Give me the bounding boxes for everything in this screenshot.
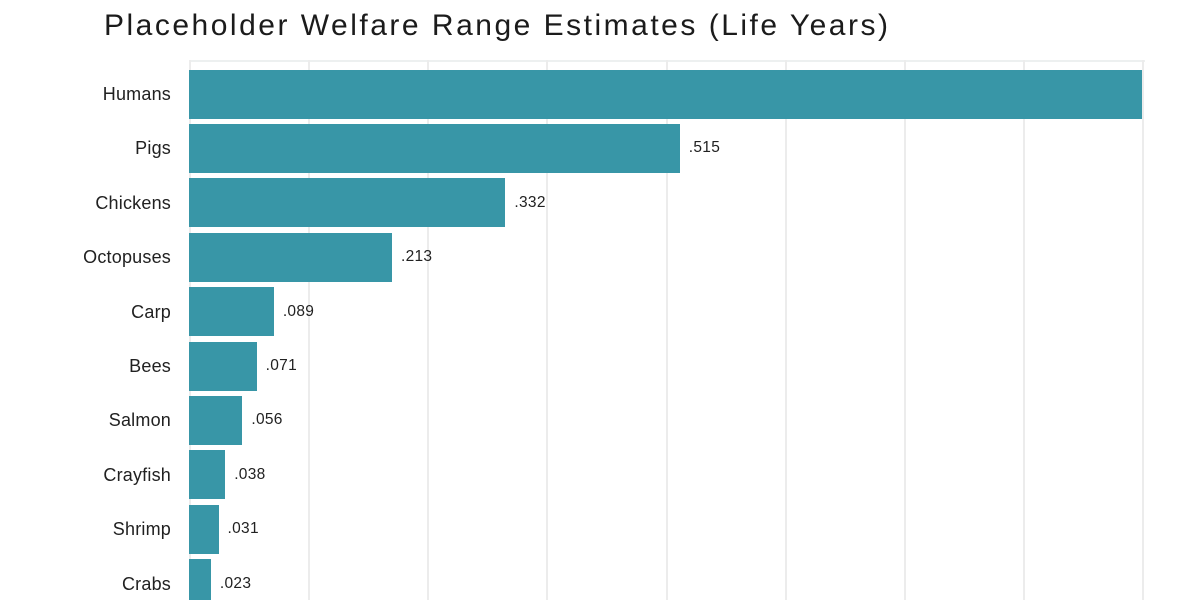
gridline	[784, 60, 787, 600]
bar	[189, 123, 680, 173]
category-label: Bees	[129, 356, 171, 376]
bar	[189, 69, 1142, 119]
gridline	[665, 60, 668, 600]
bar	[189, 341, 257, 391]
category-label: Salmon	[108, 410, 171, 431]
value-label: .056	[251, 411, 283, 429]
value-label: .038	[234, 465, 266, 483]
bar	[189, 232, 392, 282]
category-label: Crabs	[121, 573, 171, 594]
value-label: .332	[514, 193, 546, 211]
value-label: .031	[227, 520, 259, 538]
value-label: .071	[265, 357, 298, 374]
bar	[189, 504, 219, 554]
gridline	[546, 60, 549, 600]
category-label: Octopuses	[83, 247, 171, 268]
bar	[189, 287, 274, 337]
category-label: Pigs	[135, 138, 171, 159]
bar	[189, 450, 226, 500]
category-label: Chickens	[95, 192, 171, 213]
category-label: Shrimp	[112, 519, 171, 540]
gridline	[1022, 60, 1025, 600]
category-label: Carp	[131, 301, 171, 322]
value-label: .213	[400, 248, 433, 266]
bar	[189, 395, 243, 445]
value-label: .023	[219, 574, 252, 592]
bar	[189, 559, 211, 600]
category-label: Crayfish	[103, 464, 171, 485]
gridline	[903, 60, 906, 600]
category-label: Humans	[102, 84, 171, 104]
gridline	[427, 60, 430, 600]
gridline	[308, 60, 311, 600]
gridline	[1142, 60, 1144, 600]
bar	[189, 178, 506, 228]
value-label: .089	[282, 302, 315, 320]
value-label: .515	[688, 139, 721, 157]
chart-title: Placeholder Welfare Range Estimates (Lif…	[104, 9, 891, 42]
